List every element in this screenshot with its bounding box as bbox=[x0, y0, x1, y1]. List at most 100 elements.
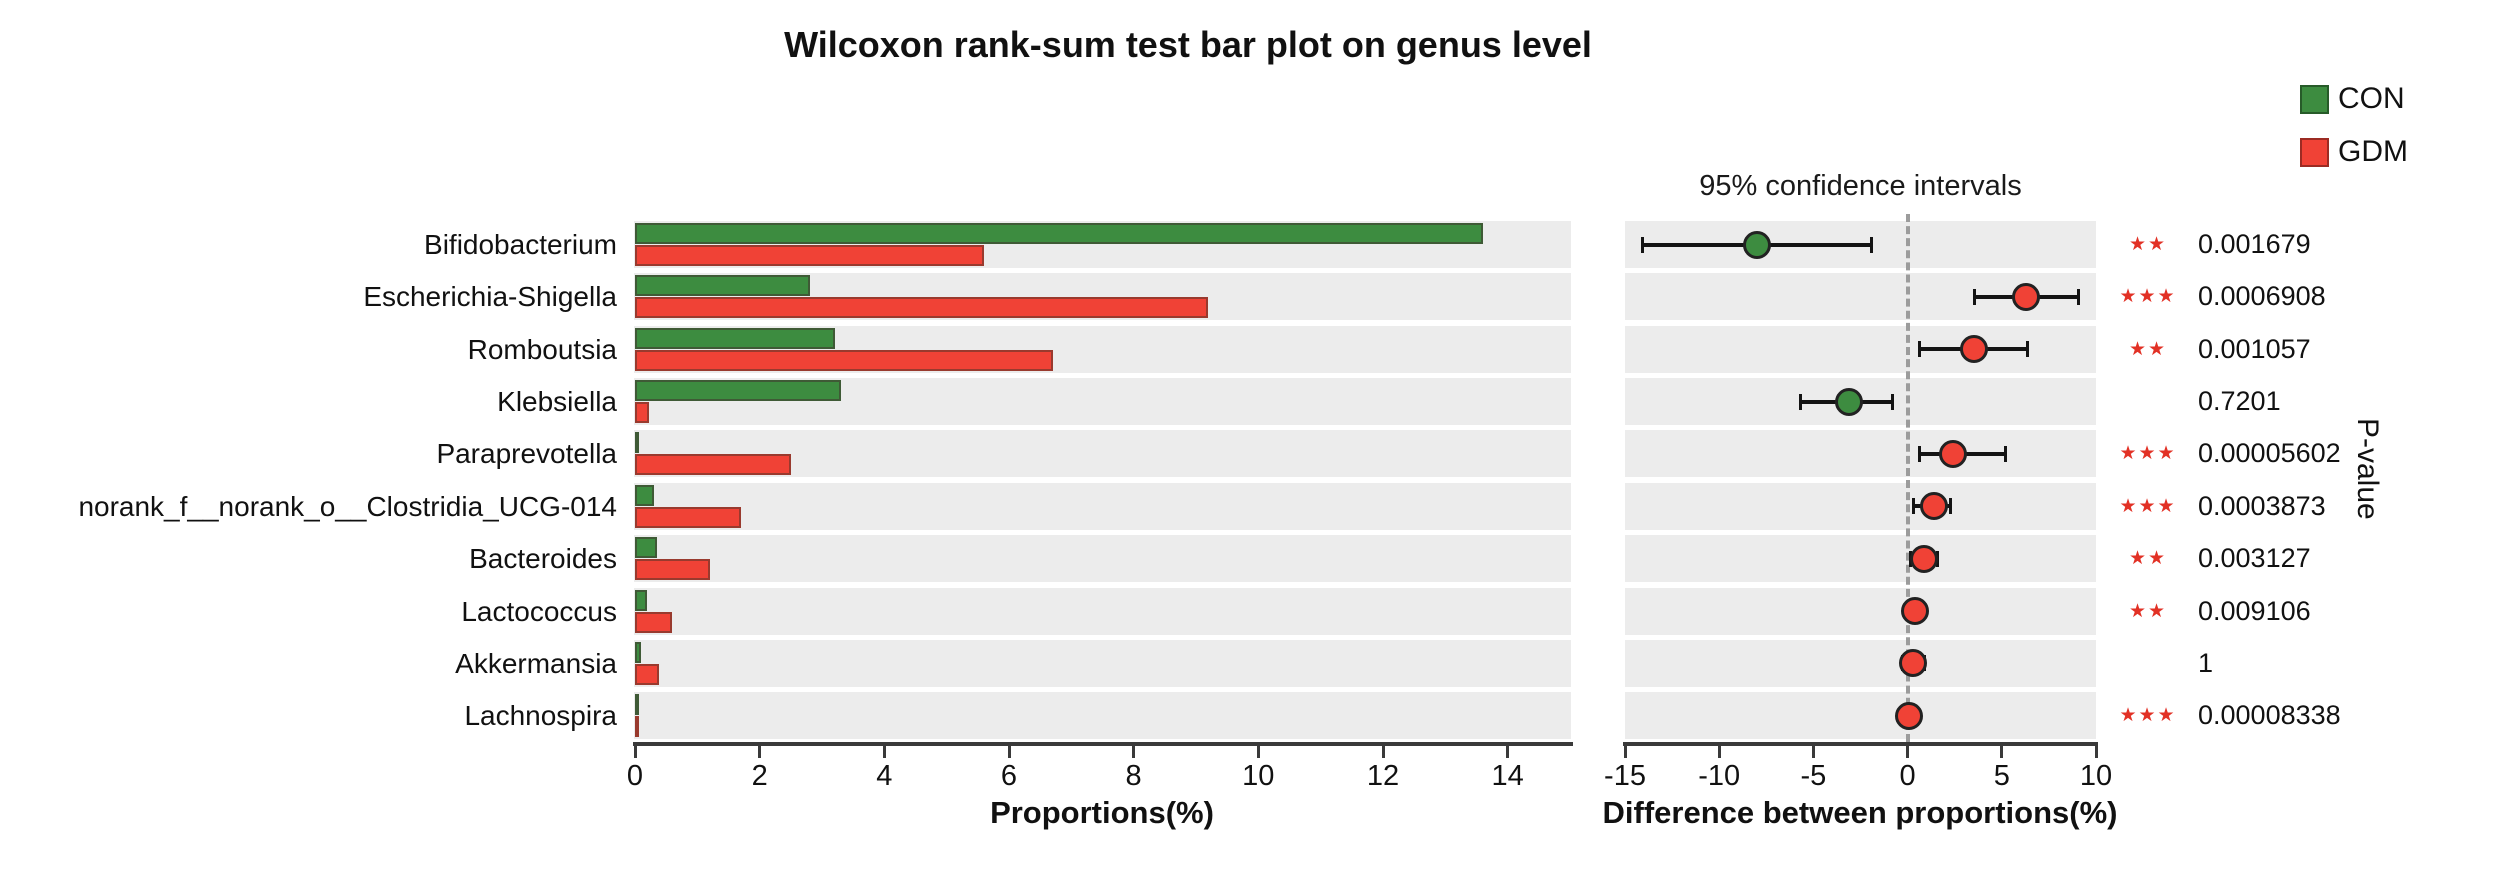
pvalue-axis-label: P-value bbox=[2351, 418, 2384, 520]
genus-label: Klebsiella bbox=[497, 386, 617, 418]
genus-label: Lactococcus bbox=[461, 595, 617, 627]
ci-error-cap bbox=[1869, 236, 1873, 253]
axis-tick-label: 8 bbox=[1125, 760, 1142, 792]
con-bar bbox=[635, 275, 810, 297]
gdm-bar bbox=[635, 611, 673, 633]
legend-item-con: CON bbox=[2300, 82, 2405, 116]
con-bar bbox=[635, 537, 658, 559]
row-band-ci bbox=[1625, 692, 2096, 740]
ci-dot bbox=[1742, 230, 1771, 259]
proportions-axis-label: Proportions(%) bbox=[990, 795, 1214, 830]
row-band-proportions bbox=[634, 587, 1571, 635]
ci-dot bbox=[1938, 439, 1967, 468]
ci-error-cap bbox=[1799, 393, 1803, 410]
axis-tick bbox=[1717, 745, 1721, 758]
difference-axis-label: Difference between proportions(%) bbox=[1602, 795, 2118, 830]
axis-tick bbox=[758, 745, 762, 758]
row-band-proportions bbox=[634, 639, 1571, 687]
gdm-bar bbox=[635, 402, 650, 424]
con-bar bbox=[635, 589, 647, 611]
axis-tick bbox=[1811, 745, 1815, 758]
legend-label-gdm: GDM bbox=[2338, 135, 2408, 168]
row-band-ci bbox=[1625, 639, 2096, 687]
row-band-ci bbox=[1625, 535, 2096, 583]
legend-item-gdm: GDM bbox=[2300, 135, 2408, 169]
axis-tick-label: 12 bbox=[1366, 760, 1400, 792]
axis-tick bbox=[1007, 745, 1011, 758]
p-value: 0.001679 bbox=[2198, 229, 2311, 259]
significance-stars: ★★★ bbox=[2119, 495, 2177, 517]
gdm-bar bbox=[635, 716, 639, 738]
p-value: 0.7201 bbox=[2198, 386, 2281, 417]
p-value: 0.00005602 bbox=[2198, 438, 2341, 469]
ci-dot bbox=[1835, 387, 1864, 416]
gdm-bar bbox=[635, 245, 984, 266]
significance-stars: ★★ bbox=[2128, 548, 2168, 570]
gdm-bar bbox=[635, 454, 791, 476]
ci-dot bbox=[1920, 492, 1948, 521]
p-value: 1 bbox=[2198, 647, 2214, 678]
axis-tick-label: 4 bbox=[876, 760, 893, 792]
genus-label: Escherichia-Shigella bbox=[363, 281, 617, 313]
p-value: 0.001057 bbox=[2198, 333, 2311, 364]
axis-tick bbox=[1506, 745, 1510, 758]
axis-tick-label: 5 bbox=[1993, 760, 2010, 792]
significance-stars: ★★ bbox=[2128, 600, 2168, 622]
ci-error-cap bbox=[1948, 498, 1952, 515]
genus-label: Paraprevotella bbox=[436, 438, 617, 470]
axis-tick-label: 10 bbox=[1242, 760, 1275, 792]
significance-stars: ★★ bbox=[2128, 338, 2168, 360]
gdm-bar bbox=[635, 349, 1053, 371]
axis-tick bbox=[1132, 745, 1136, 758]
ci-dot bbox=[1901, 597, 1930, 625]
gdm-bar bbox=[635, 663, 660, 685]
axis-tick bbox=[2094, 745, 2098, 758]
row-band-proportions bbox=[634, 535, 1571, 583]
significance-stars: ★★ bbox=[2128, 234, 2168, 255]
significance-stars: ★★★ bbox=[2119, 705, 2177, 727]
proportions-axis-line bbox=[633, 742, 1573, 746]
ci-dot bbox=[1894, 701, 1923, 730]
genus-label: Lachnospira bbox=[464, 700, 617, 732]
axis-tick-label: 6 bbox=[1000, 760, 1018, 792]
axis-tick bbox=[2000, 745, 2004, 758]
axis-tick bbox=[1623, 745, 1627, 758]
ci-error-cap bbox=[2026, 341, 2030, 358]
row-band-proportions bbox=[634, 482, 1571, 530]
ci-error-cap bbox=[1972, 288, 1976, 305]
ci-dot bbox=[1909, 544, 1938, 573]
p-value: 0.00008338 bbox=[2198, 700, 2341, 731]
gdm-bar bbox=[635, 506, 741, 528]
genus-label: Bifidobacterium bbox=[424, 229, 617, 260]
p-value: 0.0006908 bbox=[2198, 281, 2326, 312]
axis-tick-label: 0 bbox=[626, 760, 644, 792]
chart-title: Wilcoxon rank-sum test bar plot on genus… bbox=[784, 24, 1592, 65]
p-value: 0.003127 bbox=[2198, 543, 2311, 574]
axis-tick-label: -15 bbox=[1604, 760, 1646, 792]
p-value: 0.009106 bbox=[2198, 595, 2311, 626]
genus-label: norank_f__norank_o__Clostridia_UCG-014 bbox=[78, 490, 617, 522]
axis-tick-label: -10 bbox=[1698, 760, 1741, 792]
axis-tick-label: 10 bbox=[2079, 760, 2113, 792]
ci-error-cap bbox=[1641, 236, 1644, 253]
axis-tick bbox=[633, 745, 637, 758]
con-bar bbox=[635, 432, 639, 454]
zero-dashed-line bbox=[1905, 214, 1910, 742]
ci-error-cap bbox=[1917, 445, 1921, 462]
ci-dot bbox=[1899, 649, 1928, 678]
con-bar bbox=[635, 223, 1483, 244]
genus-label: Bacteroides bbox=[469, 543, 617, 575]
ci-error-cap bbox=[1917, 341, 1921, 358]
axis-tick-label: -5 bbox=[1800, 760, 1827, 792]
row-band-ci bbox=[1625, 587, 2096, 635]
ci-error-cap bbox=[1912, 498, 1916, 515]
axis-tick bbox=[882, 745, 886, 758]
row-band-ci bbox=[1625, 482, 2096, 530]
ci-dot bbox=[2012, 282, 2041, 311]
con-bar bbox=[635, 641, 642, 663]
legend-swatch-gdm-icon bbox=[2300, 137, 2329, 167]
genus-label: Akkermansia bbox=[455, 647, 617, 679]
axis-tick bbox=[1381, 745, 1385, 758]
difference-axis-line bbox=[1623, 742, 2098, 746]
